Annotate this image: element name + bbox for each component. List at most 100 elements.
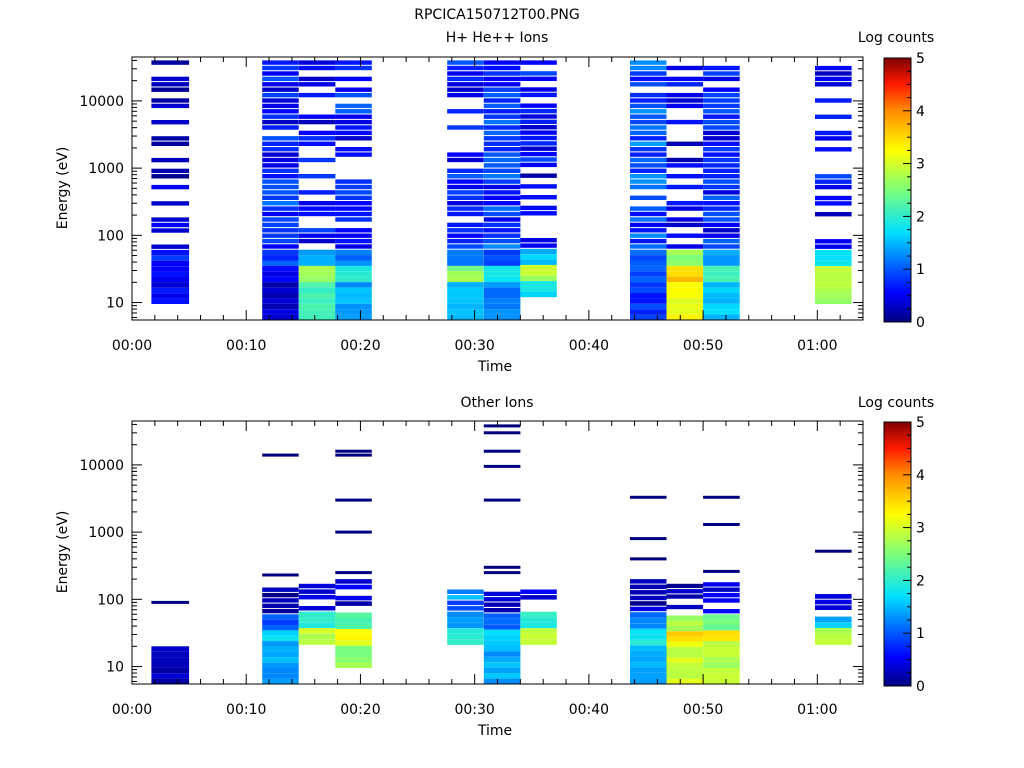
heat-cell (703, 233, 740, 238)
heat-cell (520, 275, 557, 282)
heat-cell (630, 298, 667, 304)
heat-cell (262, 238, 299, 244)
heat-cell (630, 260, 667, 266)
heat-cell (815, 271, 852, 277)
heat-cell (703, 136, 740, 141)
heat-cell (815, 594, 852, 599)
heat-cell (335, 595, 372, 601)
heat-cell (483, 314, 521, 320)
heat-cell (483, 201, 521, 206)
heat-cell (151, 60, 190, 65)
heat-cell (520, 125, 557, 130)
heat-cell (335, 314, 372, 320)
heat-cell (335, 303, 372, 310)
panel-1-heatmap (151, 60, 852, 320)
heat-cell (298, 633, 336, 640)
heat-cell (815, 622, 852, 628)
colorbar-tick-label: 3 (916, 157, 925, 173)
heat-cell (262, 114, 299, 119)
heat-cell (666, 657, 704, 663)
heat-cell (703, 76, 740, 82)
heat-cell (447, 271, 484, 277)
heat-cell (447, 303, 484, 310)
heat-cell (483, 635, 521, 641)
heat-cell (703, 103, 740, 109)
heat-cell (630, 249, 667, 256)
heat-cell (483, 163, 521, 168)
heat-cell (630, 114, 667, 119)
heat-cell (666, 260, 704, 266)
heat-cell (151, 217, 190, 222)
heat-cell (666, 141, 704, 146)
heat-cell (815, 282, 852, 288)
heat-cell (262, 71, 299, 76)
heat-cell (520, 264, 557, 271)
heat-cell (447, 195, 484, 200)
heat-cell (520, 135, 557, 141)
heat-cell (630, 98, 667, 103)
heat-cell (630, 244, 667, 249)
heat-cell (262, 625, 299, 631)
heat-cell (703, 641, 740, 647)
heat-cell (335, 309, 372, 315)
heat-cell (815, 174, 852, 179)
heat-cell (815, 147, 852, 152)
heat-cell (483, 109, 521, 114)
heat-cell (703, 87, 740, 92)
heat-cell (520, 146, 557, 151)
heat-cell (298, 65, 336, 71)
heat-cell (630, 639, 667, 646)
heat-cell (520, 141, 557, 146)
heat-cell (335, 255, 372, 261)
heat-cell (666, 206, 704, 211)
heat-cell (151, 120, 190, 125)
heat-cell (151, 298, 190, 304)
heat-line (335, 530, 372, 534)
heat-cell (815, 179, 852, 184)
heat-cell (298, 594, 336, 600)
heat-cell (703, 646, 740, 652)
heat-cell (666, 184, 704, 190)
heat-cell (483, 76, 521, 82)
heat-cell (630, 174, 667, 179)
x-tick-label: 00:10 (226, 702, 266, 718)
heat-cell (703, 190, 740, 195)
heat-cell (262, 147, 299, 152)
heat-cell (703, 249, 740, 256)
heat-cell (298, 298, 336, 304)
heat-cell (815, 260, 852, 267)
panel-2-x-axis: 00:00 00:10 00:20 00:30 00:40 00:50 01:00 (112, 421, 864, 718)
heat-cell (703, 184, 740, 190)
heat-cell (335, 190, 372, 195)
heat-cell (447, 76, 484, 82)
figure-title: RPCICA150712T00.PNG (414, 7, 579, 23)
heat-cell (483, 309, 521, 315)
heat-cell (151, 184, 190, 190)
heat-cell (335, 119, 372, 125)
heat-cell (298, 136, 336, 141)
heat-cell (151, 168, 190, 174)
heat-cell (447, 249, 484, 256)
heat-cell (666, 271, 704, 277)
heat-cell (298, 314, 336, 320)
heat-cell (262, 614, 299, 620)
heat-cell (151, 222, 190, 228)
heat-line (335, 449, 372, 453)
heat-cell (298, 76, 336, 82)
heat-cell (815, 65, 852, 71)
heat-cell (630, 595, 667, 601)
heat-cell (335, 60, 372, 65)
heat-cell (483, 228, 521, 233)
heat-cell (483, 618, 521, 625)
heat-cell (520, 270, 557, 276)
heat-cell (151, 141, 190, 146)
heat-cell (703, 92, 740, 98)
heat-cell (151, 103, 190, 109)
heat-cell (447, 87, 484, 92)
panel-2-colorbar (883, 421, 912, 687)
heat-line (262, 573, 299, 577)
heat-cell (630, 661, 667, 668)
heat-cell (298, 130, 336, 136)
heat-cell (703, 195, 740, 200)
